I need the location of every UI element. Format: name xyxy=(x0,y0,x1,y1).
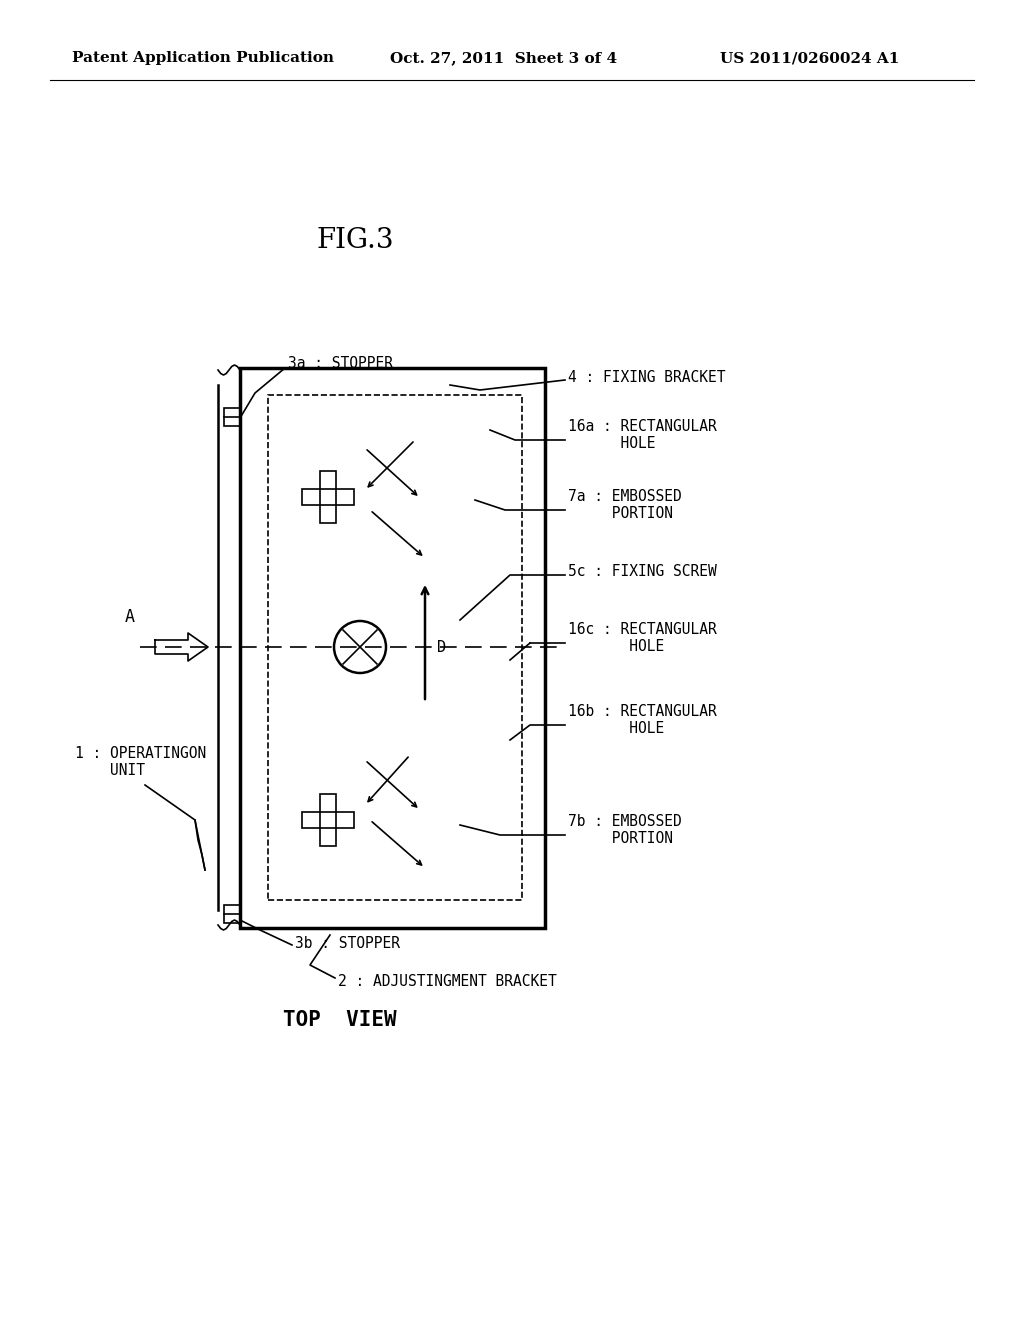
Bar xyxy=(224,408,240,426)
Text: Oct. 27, 2011  Sheet 3 of 4: Oct. 27, 2011 Sheet 3 of 4 xyxy=(390,51,617,65)
Bar xyxy=(240,368,545,928)
Text: 16b : RECTANGULAR
       HOLE: 16b : RECTANGULAR HOLE xyxy=(568,704,717,737)
Text: 3b : STOPPER: 3b : STOPPER xyxy=(295,936,400,950)
Text: US 2011/0260024 A1: US 2011/0260024 A1 xyxy=(720,51,899,65)
Text: 7a : EMBOSSED
     PORTION: 7a : EMBOSSED PORTION xyxy=(568,488,682,521)
Bar xyxy=(224,906,240,923)
Text: TOP  VIEW: TOP VIEW xyxy=(284,1010,397,1030)
Text: FIG.3: FIG.3 xyxy=(316,227,394,253)
Text: 7b : EMBOSSED
     PORTION: 7b : EMBOSSED PORTION xyxy=(568,814,682,846)
Text: A: A xyxy=(125,609,135,626)
Text: D: D xyxy=(437,639,446,655)
Text: 4 : FIXING BRACKET: 4 : FIXING BRACKET xyxy=(568,371,725,385)
Text: 1 : OPERATINGON
    UNIT: 1 : OPERATINGON UNIT xyxy=(75,746,206,779)
Text: 16c : RECTANGULAR
       HOLE: 16c : RECTANGULAR HOLE xyxy=(568,622,717,655)
Text: Patent Application Publication: Patent Application Publication xyxy=(72,51,334,65)
Bar xyxy=(319,471,336,523)
Text: 3a : STOPPER: 3a : STOPPER xyxy=(288,355,393,371)
Bar xyxy=(319,795,336,846)
Text: 16a : RECTANGULAR
      HOLE: 16a : RECTANGULAR HOLE xyxy=(568,418,717,451)
Bar xyxy=(302,812,354,828)
Bar xyxy=(302,488,354,506)
Bar xyxy=(268,395,522,900)
Text: 2 : ADJUSTINGMENT BRACKET: 2 : ADJUSTINGMENT BRACKET xyxy=(338,974,557,990)
Text: 5c : FIXING SCREW: 5c : FIXING SCREW xyxy=(568,565,717,579)
